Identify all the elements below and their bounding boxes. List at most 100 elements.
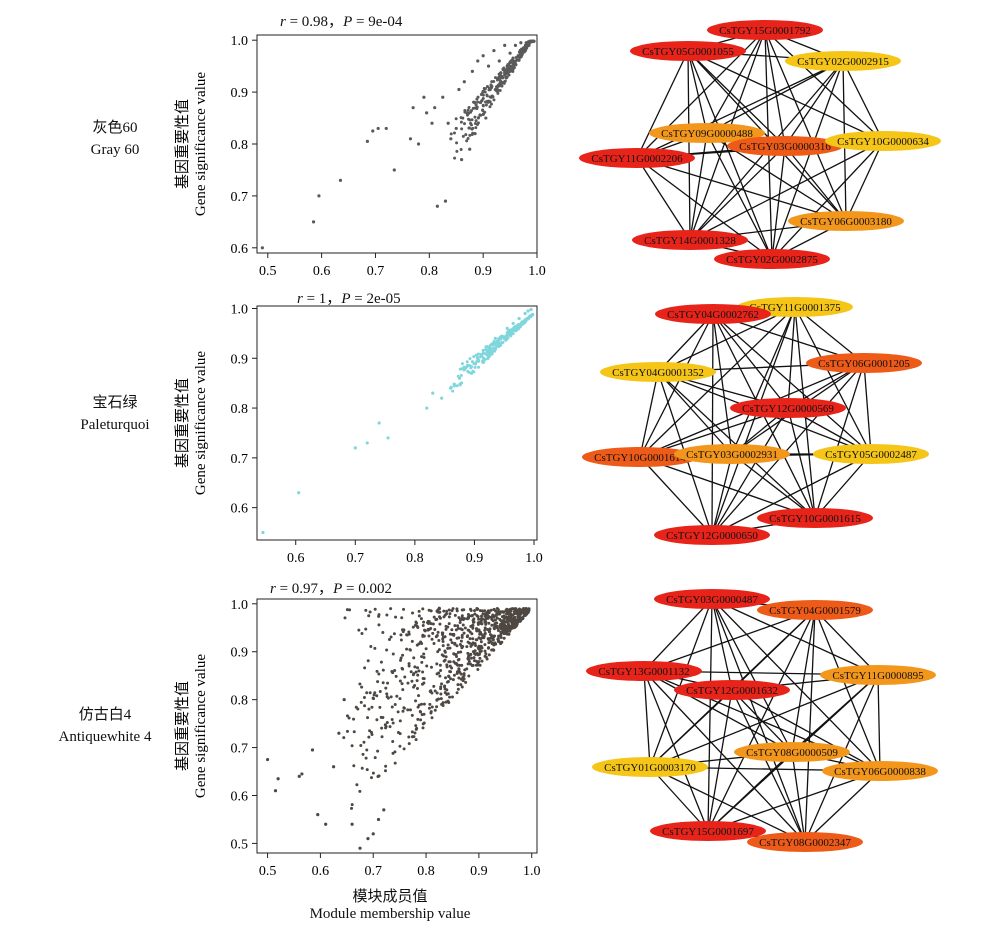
data-point: [475, 97, 479, 101]
data-point: [420, 702, 424, 706]
y-axis-label-en: Gene significance value: [193, 72, 209, 216]
network-edge: [731, 689, 806, 843]
data-point: [497, 84, 501, 88]
p-value: = 0.002: [342, 581, 392, 597]
data-point: [435, 698, 439, 702]
gene-node-label: CsTGY12G0000569: [742, 403, 834, 415]
gene-node: CsTGY06G0000838: [822, 761, 938, 781]
data-point: [358, 789, 362, 793]
gene-node-ellipse: [674, 680, 790, 700]
plot-frame: [256, 34, 538, 254]
data-point: [432, 684, 436, 688]
data-point: [389, 607, 393, 611]
data-point: [394, 615, 398, 619]
data-point: [485, 657, 489, 661]
data-point: [514, 56, 518, 60]
y-axis-label-cn: 基因重要性值: [174, 681, 191, 771]
data-point: [453, 641, 457, 645]
data-point: [478, 609, 482, 613]
network-edge: [706, 60, 844, 134]
network-edge: [771, 140, 884, 260]
data-point: [425, 664, 429, 668]
data-point: [407, 630, 411, 634]
data-point: [471, 369, 475, 373]
data-point: [431, 622, 435, 626]
gene-node-label: CsTGY12G0000650: [666, 530, 758, 542]
data-point: [500, 84, 504, 88]
gene-node: CsTGY12G0000650: [654, 525, 770, 545]
data-point: [371, 832, 375, 836]
gene-node: CsTGY13G0001132: [586, 661, 702, 681]
data-point: [495, 616, 499, 620]
data-point: [381, 681, 385, 685]
data-point: [382, 808, 386, 812]
data-point: [425, 406, 429, 410]
data-point: [461, 116, 465, 120]
data-point: [460, 628, 464, 632]
data-point: [469, 121, 473, 125]
network-edge: [711, 453, 733, 536]
x-tick-label: 0.9: [470, 864, 488, 879]
gene-node-ellipse: [707, 20, 823, 40]
data-point: [465, 645, 469, 649]
gene-node-ellipse: [579, 148, 695, 168]
data-point: [445, 609, 449, 613]
gene-node: CsTGY06G0001205: [806, 353, 922, 373]
data-point: [373, 607, 377, 611]
data-point: [480, 99, 484, 103]
data-point: [473, 609, 477, 613]
data-point: [503, 620, 507, 624]
data-point: [475, 614, 479, 618]
data-point: [518, 616, 522, 620]
data-point: [512, 325, 516, 329]
x-tick-label: 0.6: [312, 864, 330, 879]
data-point: [462, 368, 466, 372]
data-point: [376, 126, 380, 131]
data-point: [486, 64, 491, 68]
data-point: [447, 622, 451, 626]
data-point: [439, 668, 443, 672]
data-point: [429, 609, 433, 613]
data-point: [389, 695, 393, 699]
data-point: [513, 615, 517, 619]
data-point: [393, 703, 397, 707]
data-point: [462, 80, 466, 84]
data-point: [361, 752, 365, 756]
data-point: [429, 622, 433, 626]
gene-node-label: CsTGY14G0001328: [644, 235, 736, 247]
y-tick-label: 0.8: [231, 694, 249, 709]
data-point: [360, 685, 364, 689]
data-point: [364, 756, 368, 760]
data-point: [503, 43, 507, 47]
data-point: [467, 117, 471, 121]
data-point: [460, 685, 464, 689]
data-point: [453, 613, 457, 617]
network-edge: [764, 29, 847, 222]
data-point: [396, 710, 400, 714]
network-edge: [787, 407, 816, 519]
data-point: [499, 633, 503, 637]
network-edge: [687, 50, 691, 241]
data-point: [471, 626, 475, 630]
data-point: [494, 625, 498, 629]
data-point: [422, 656, 426, 660]
data-point: [457, 87, 461, 92]
data-point: [484, 103, 488, 107]
gene-node: CsTGY10G0000634: [825, 131, 941, 151]
gene-node: CsTGY10G0001614: [582, 447, 698, 467]
data-point: [483, 649, 487, 653]
data-point: [438, 616, 442, 620]
data-point: [429, 665, 433, 669]
data-point: [345, 714, 349, 718]
data-point: [476, 100, 480, 104]
data-point: [463, 668, 467, 672]
data-point: [455, 149, 459, 153]
data-point: [483, 643, 487, 647]
network-3: CsTGY03G0000487 CsTGY04G0001579 CsTGY13G00…: [586, 589, 938, 852]
gene-node-label: CsTGY13G0001132: [598, 666, 689, 678]
data-point: [407, 742, 411, 746]
y-axis-label-en: Gene significance value: [193, 654, 209, 798]
data-point: [443, 650, 447, 654]
data-point: [383, 769, 387, 773]
network-edge: [687, 50, 773, 260]
